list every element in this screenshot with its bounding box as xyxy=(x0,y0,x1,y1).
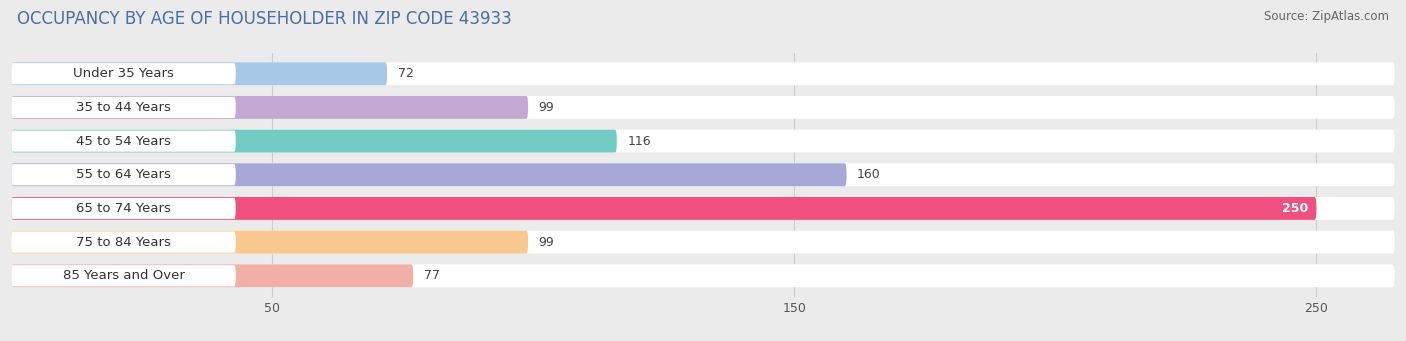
Text: Under 35 Years: Under 35 Years xyxy=(73,67,174,80)
Text: 85 Years and Over: 85 Years and Over xyxy=(62,269,184,282)
Text: 99: 99 xyxy=(538,236,554,249)
FancyBboxPatch shape xyxy=(11,130,617,152)
Text: 45 to 54 Years: 45 to 54 Years xyxy=(76,135,172,148)
Text: 35 to 44 Years: 35 to 44 Years xyxy=(76,101,172,114)
FancyBboxPatch shape xyxy=(11,264,413,287)
FancyBboxPatch shape xyxy=(11,96,1395,119)
FancyBboxPatch shape xyxy=(11,63,236,84)
FancyBboxPatch shape xyxy=(11,264,1395,287)
FancyBboxPatch shape xyxy=(11,265,236,286)
FancyBboxPatch shape xyxy=(11,164,236,186)
Text: 77: 77 xyxy=(423,269,440,282)
Text: 65 to 74 Years: 65 to 74 Years xyxy=(76,202,172,215)
FancyBboxPatch shape xyxy=(11,62,1395,85)
Text: 75 to 84 Years: 75 to 84 Years xyxy=(76,236,172,249)
FancyBboxPatch shape xyxy=(11,62,387,85)
FancyBboxPatch shape xyxy=(11,96,529,119)
Text: 250: 250 xyxy=(1282,202,1309,215)
Text: 116: 116 xyxy=(627,135,651,148)
Text: 72: 72 xyxy=(398,67,413,80)
FancyBboxPatch shape xyxy=(11,130,1395,152)
FancyBboxPatch shape xyxy=(11,231,1395,254)
Text: 160: 160 xyxy=(858,168,880,181)
FancyBboxPatch shape xyxy=(11,232,236,253)
FancyBboxPatch shape xyxy=(11,231,529,254)
FancyBboxPatch shape xyxy=(11,97,236,118)
FancyBboxPatch shape xyxy=(11,197,1395,220)
Text: OCCUPANCY BY AGE OF HOUSEHOLDER IN ZIP CODE 43933: OCCUPANCY BY AGE OF HOUSEHOLDER IN ZIP C… xyxy=(17,10,512,28)
Text: 99: 99 xyxy=(538,101,554,114)
Text: Source: ZipAtlas.com: Source: ZipAtlas.com xyxy=(1264,10,1389,23)
FancyBboxPatch shape xyxy=(11,163,846,186)
FancyBboxPatch shape xyxy=(11,163,1395,186)
FancyBboxPatch shape xyxy=(11,197,1316,220)
FancyBboxPatch shape xyxy=(11,131,236,152)
Text: 55 to 64 Years: 55 to 64 Years xyxy=(76,168,172,181)
FancyBboxPatch shape xyxy=(11,198,236,219)
